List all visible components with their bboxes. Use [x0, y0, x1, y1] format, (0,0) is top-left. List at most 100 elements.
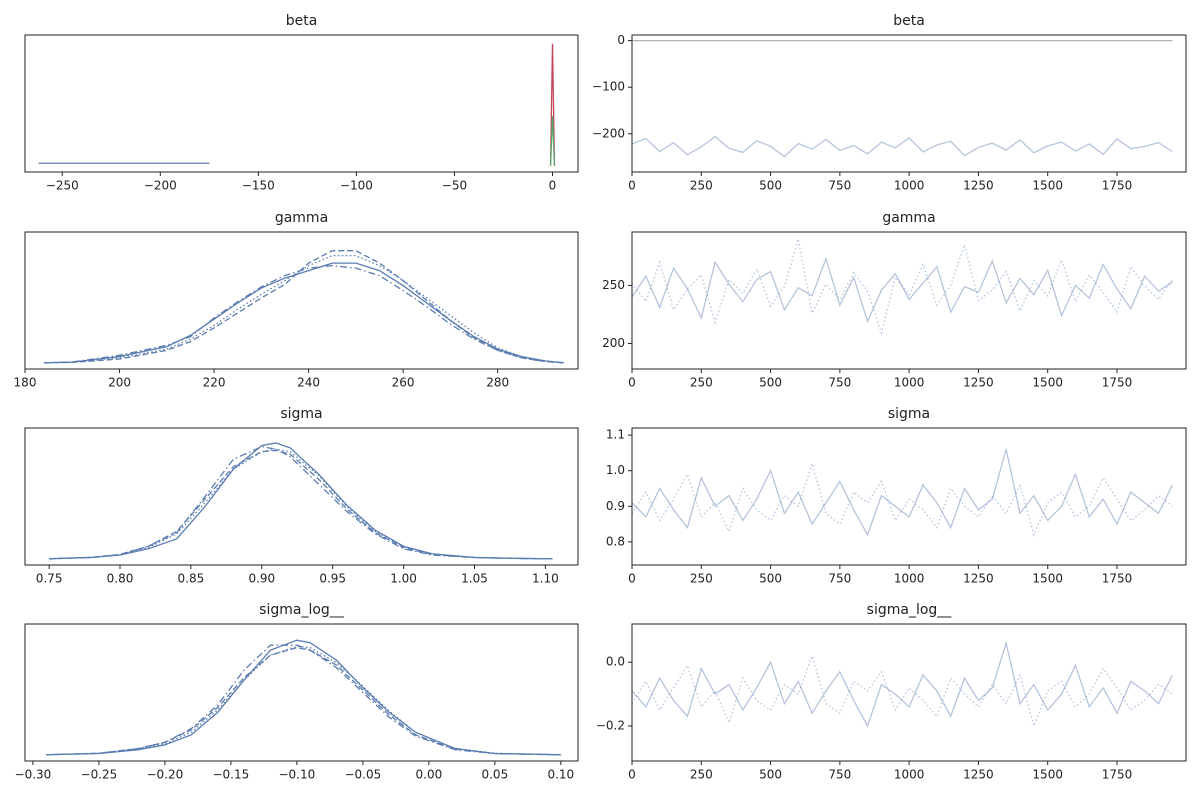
x-tick-label: −0.30	[15, 768, 52, 782]
y-tick-label: 1.0	[606, 463, 625, 477]
x-tick-label: 250	[690, 179, 713, 193]
axes-frame	[24, 231, 579, 370]
x-tick-label: 1.00	[390, 572, 417, 586]
x-tick-label: 750	[828, 572, 851, 586]
x-tick-label: −250	[46, 179, 79, 193]
x-tick-label: 0.95	[319, 572, 346, 586]
x-tick-label: 1250	[963, 376, 994, 390]
axes-frame	[631, 34, 1187, 173]
series-line	[549, 115, 556, 166]
x-tick-label: 1750	[1102, 179, 1133, 193]
series-line	[49, 446, 553, 560]
series-line	[46, 644, 561, 756]
series-line	[632, 238, 1173, 336]
x-tick-label: 1.05	[461, 572, 488, 586]
panel-title: gamma	[882, 210, 935, 226]
series-line	[49, 442, 553, 560]
x-tick-label: 0	[628, 768, 636, 782]
x-tick-label: 250	[690, 768, 713, 782]
y-tick-label: −100	[592, 80, 625, 94]
series-line	[49, 448, 553, 560]
series-line	[43, 250, 564, 364]
x-tick-label: −0.10	[278, 768, 315, 782]
x-tick-label: 0.80	[107, 572, 134, 586]
series-line	[46, 645, 561, 756]
x-tick-label: 1000	[894, 768, 925, 782]
x-tick-label: 180	[14, 376, 37, 390]
axes-frame	[631, 623, 1187, 762]
x-tick-label: −0.25	[81, 768, 118, 782]
x-tick-label: 500	[759, 768, 782, 782]
x-tick-label: 240	[297, 376, 320, 390]
x-tick-label: 0	[628, 179, 636, 193]
x-tick-label: −200	[144, 179, 177, 193]
x-tick-label: −100	[340, 179, 373, 193]
x-tick-label: 1.10	[532, 572, 559, 586]
x-tick-label: 0	[549, 179, 557, 193]
x-tick-label: 200	[108, 376, 131, 390]
x-tick-label: 0	[628, 572, 636, 586]
x-tick-label: 500	[759, 572, 782, 586]
x-tick-label: 0.00	[416, 768, 443, 782]
panel-title: beta	[893, 13, 925, 29]
x-tick-label: 1000	[894, 179, 925, 193]
x-tick-label: 750	[828, 376, 851, 390]
x-tick-label: 260	[392, 376, 415, 390]
x-tick-label: 0.05	[481, 768, 508, 782]
x-tick-label: 0.90	[248, 572, 275, 586]
y-tick-label: 0.8	[606, 534, 625, 548]
panel-title: sigma_log__	[867, 602, 953, 618]
axes-frame	[631, 231, 1187, 370]
x-tick-label: 0.85	[178, 572, 205, 586]
axes-frame	[24, 34, 579, 173]
x-tick-label: 1250	[963, 572, 994, 586]
y-tick-label: 0	[617, 33, 625, 47]
axes-frame	[24, 427, 579, 566]
x-tick-label: 1500	[1032, 768, 1063, 782]
x-tick-label: 0	[628, 376, 636, 390]
y-tick-label: 0.0	[606, 655, 625, 669]
x-tick-label: 1500	[1032, 179, 1063, 193]
x-tick-label: 1500	[1032, 572, 1063, 586]
series-line	[632, 653, 1173, 729]
series-line	[632, 461, 1173, 537]
series-line	[549, 43, 556, 166]
series-line	[43, 264, 564, 364]
y-tick-label: 0.9	[606, 499, 625, 513]
x-tick-label: 1250	[963, 768, 994, 782]
axes-frame	[24, 623, 579, 762]
x-tick-label: 220	[203, 376, 226, 390]
x-tick-label: 280	[486, 376, 509, 390]
panel-title: beta	[286, 13, 318, 29]
panel-title: sigma	[888, 406, 930, 422]
series-line	[43, 262, 564, 364]
series-line	[632, 256, 1173, 324]
y-tick-label: −200	[592, 126, 625, 140]
series-line	[632, 135, 1173, 158]
series-line	[632, 640, 1174, 728]
series-line	[46, 639, 561, 756]
x-tick-label: −0.05	[344, 768, 381, 782]
x-tick-label: 750	[828, 179, 851, 193]
x-tick-label: 1500	[1032, 376, 1063, 390]
panel-title: gamma	[275, 210, 328, 226]
x-tick-label: 250	[690, 376, 713, 390]
x-tick-label: 250	[690, 572, 713, 586]
x-tick-label: 1000	[894, 572, 925, 586]
x-tick-label: −0.20	[147, 768, 184, 782]
panel-title: sigma	[280, 406, 322, 422]
x-tick-label: −50	[442, 179, 467, 193]
x-tick-label: 1250	[963, 179, 994, 193]
x-tick-label: −150	[242, 179, 275, 193]
x-tick-label: 0.10	[547, 768, 574, 782]
x-tick-label: 1750	[1102, 572, 1133, 586]
y-tick-label: 200	[602, 336, 625, 350]
x-tick-label: 750	[828, 768, 851, 782]
y-tick-label: −0.2	[596, 718, 625, 732]
y-tick-label: 250	[602, 278, 625, 292]
series-line	[43, 255, 564, 364]
series-line	[46, 646, 561, 756]
x-tick-label: 1750	[1102, 376, 1133, 390]
